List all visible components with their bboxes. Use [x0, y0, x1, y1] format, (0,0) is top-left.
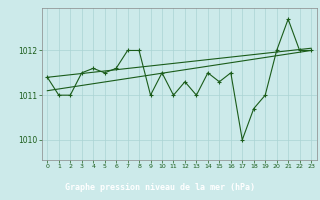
Text: Graphe pression niveau de la mer (hPa): Graphe pression niveau de la mer (hPa): [65, 183, 255, 192]
